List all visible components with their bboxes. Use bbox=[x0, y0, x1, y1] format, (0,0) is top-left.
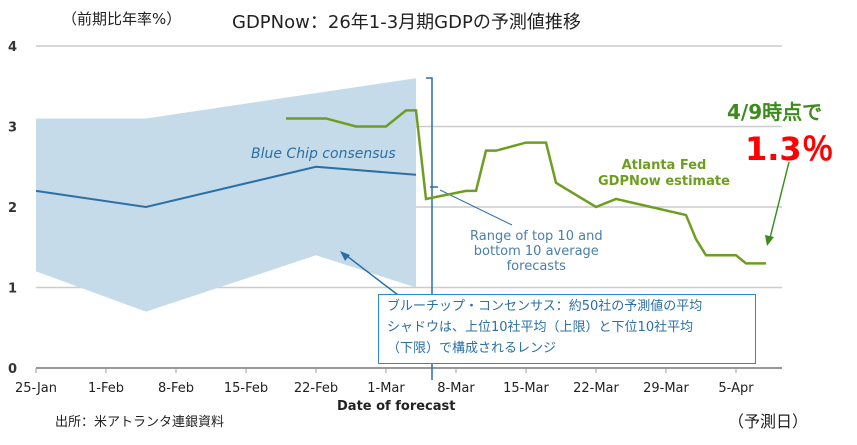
range-label-line: Range of top 10 and bbox=[470, 229, 603, 244]
range-label: Range of top 10 and bottom 10 average fore… bbox=[470, 229, 603, 274]
y-tick-label: 3 bbox=[8, 121, 17, 136]
x-tick-label: 22-Mar bbox=[573, 381, 619, 396]
x-tick-label: 5-Apr bbox=[718, 381, 754, 396]
x-tick-label: 1-Mar bbox=[367, 381, 405, 396]
x-tick-label: 8-Mar bbox=[437, 381, 475, 396]
chart-title: GDPNow：26年1-3月期GDPの予測値推移 bbox=[232, 12, 581, 33]
date-annotation: 4/9時点で bbox=[727, 100, 823, 124]
range-band bbox=[36, 78, 416, 312]
x-unit-label: （予測日） bbox=[728, 412, 809, 431]
range-label-line: bottom 10 average bbox=[473, 244, 599, 259]
blue-chip-label: Blue Chip consensus bbox=[251, 146, 396, 162]
x-tick-label: 1-Feb bbox=[88, 381, 124, 396]
box-line: ブルーチップ・コンセンサス：約50社の予測値の平均 bbox=[387, 299, 703, 314]
x-tick-label: 15-Feb bbox=[224, 381, 268, 396]
explanation-box: ブルーチップ・コンセンサス：約50社の予測値の平均 シャドウは、上位10社平均（上… bbox=[378, 294, 756, 364]
range-label-line: forecasts bbox=[506, 259, 566, 274]
gdpnow-label: Atlanta Fed GDPNow estimate bbox=[598, 158, 730, 190]
y-tick-label: 0 bbox=[8, 362, 17, 377]
x-tick-label: 8-Feb bbox=[158, 381, 194, 396]
x-tick-label: 15-Mar bbox=[503, 381, 549, 396]
y-tick-label: 1 bbox=[8, 282, 17, 297]
blue-chip-line bbox=[35, 165, 417, 209]
range-pointer bbox=[439, 189, 513, 226]
gdpnow-line bbox=[286, 109, 766, 265]
y-tick-label: 4 bbox=[8, 40, 17, 55]
range-bracket bbox=[426, 77, 433, 380]
x-axis-title: Date of forecast bbox=[337, 399, 456, 414]
y-tick-label: 2 bbox=[8, 201, 17, 216]
x-tick-label: 29-Mar bbox=[643, 381, 689, 396]
blue-chip-pointer bbox=[342, 252, 399, 296]
blue-chip-pointer-head bbox=[340, 251, 350, 261]
y-unit-label: （前期比年率%） bbox=[62, 10, 182, 28]
x-tick-label: 22-Feb bbox=[294, 381, 338, 396]
annotation-arrow-head bbox=[765, 235, 774, 246]
gdpnow-label-line: GDPNow estimate bbox=[598, 174, 730, 189]
gdpnow-label-line: Atlanta Fed bbox=[621, 158, 707, 173]
box-line: シャドウは、上位10社平均（上限）と下位10社平均 bbox=[387, 320, 694, 335]
value-annotation: 1.3％ bbox=[745, 130, 834, 168]
x-tick-label: 25-Jan bbox=[15, 381, 57, 396]
source-note: 出所：米アトランタ連銀資料 bbox=[55, 415, 225, 430]
box-line: （下限）で構成されるレンジ bbox=[387, 341, 557, 356]
annotation-arrow bbox=[769, 161, 790, 239]
